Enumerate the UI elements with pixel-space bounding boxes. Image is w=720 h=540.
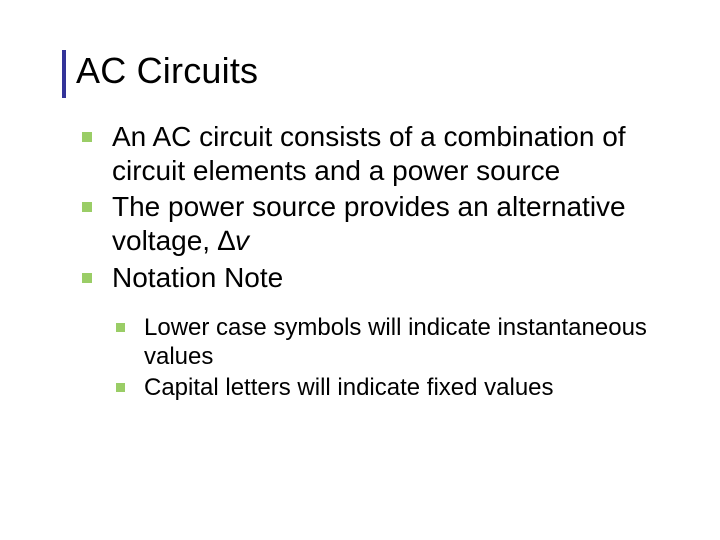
- slide: AC Circuits An AC circuit consists of a …: [0, 0, 720, 540]
- sub-bullet-item: Lower case symbols will indicate instant…: [114, 313, 670, 372]
- bullet-item: The power source provides an alternative…: [78, 190, 670, 258]
- bullet-item: Notation Note: [78, 261, 670, 295]
- bullet-text: Notation Note: [112, 262, 283, 293]
- main-bullet-list: An AC circuit consists of a combination …: [78, 120, 670, 295]
- bullet-text: An AC circuit consists of a combination …: [112, 121, 626, 186]
- italic-v: v: [235, 225, 249, 256]
- sub-bullet-item: Capital letters will indicate fixed valu…: [114, 373, 670, 402]
- title-rule: [62, 50, 66, 98]
- bullet-text: The power source provides an alternative…: [112, 191, 626, 256]
- slide-title: AC Circuits: [76, 50, 670, 92]
- sub-bullet-text: Capital letters will indicate fixed valu…: [144, 374, 554, 401]
- sub-bullet-text: Lower case symbols will indicate instant…: [144, 314, 647, 370]
- sub-bullet-list: Lower case symbols will indicate instant…: [114, 313, 670, 403]
- bullet-item: An AC circuit consists of a combination …: [78, 120, 670, 188]
